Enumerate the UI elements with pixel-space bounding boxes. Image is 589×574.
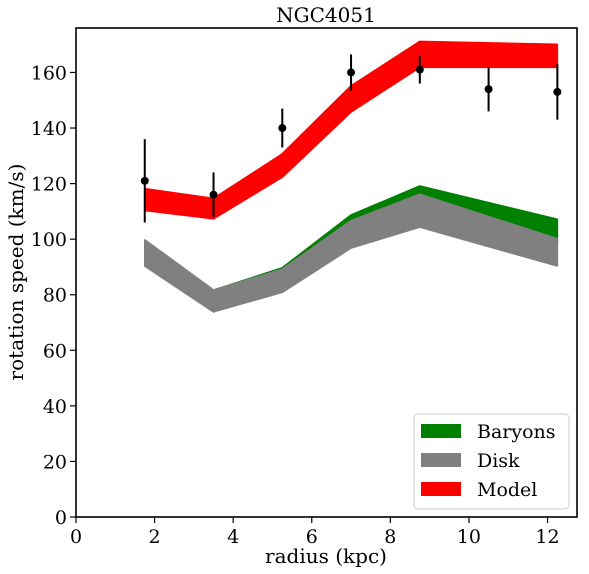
data-point	[278, 124, 287, 133]
y-tick-label: 60	[43, 340, 67, 362]
data-point	[347, 68, 356, 77]
chart-title: NGC4051	[276, 3, 376, 27]
data-point	[415, 65, 424, 74]
model-legend-swatch	[421, 482, 461, 496]
disk-legend-swatch	[421, 453, 461, 467]
data-point	[553, 87, 562, 96]
x-tick-label: 4	[227, 526, 239, 548]
y-tick-label: 140	[31, 118, 67, 140]
y-tick-label: 0	[55, 507, 67, 529]
baryons-legend-swatch	[421, 424, 461, 438]
y-axis-label: rotation speed (km/s)	[4, 164, 28, 381]
disk-upper-edge	[144, 193, 558, 292]
data-point	[209, 190, 218, 199]
disk-lower-edge	[144, 225, 558, 313]
y-tick-label: 100	[31, 229, 67, 251]
y-tick-label: 40	[43, 396, 67, 418]
baryons-legend-label: Baryons	[477, 421, 556, 443]
disk-legend-label: Disk	[477, 450, 520, 472]
x-tick-label: 6	[306, 526, 318, 548]
y-tick-label: 20	[43, 451, 67, 473]
data-point	[484, 85, 493, 94]
legend: Baryons Disk Model	[413, 413, 570, 510]
band-layer	[144, 40, 559, 313]
x-axis-ticks: 0 2 4 6 8 10 12	[70, 517, 560, 548]
y-tick-label: 120	[31, 174, 67, 196]
errorbar-layer	[140, 54, 562, 223]
data-point	[140, 176, 149, 185]
y-tick-label: 80	[43, 285, 67, 307]
x-tick-label: 10	[457, 526, 481, 548]
y-tick-label: 160	[31, 62, 67, 84]
y-axis-ticks: 0 20 40 60 80 100 120 140 160	[31, 62, 76, 529]
model-lower-edge	[144, 65, 558, 220]
x-tick-label: 12	[535, 526, 559, 548]
x-tick-label: 8	[384, 526, 396, 548]
model-upper-edge	[144, 40, 558, 201]
x-tick-label: 0	[70, 526, 82, 548]
x-tick-label: 2	[149, 526, 161, 548]
model-legend-label: Model	[477, 479, 537, 501]
plot-frame	[75, 27, 578, 518]
x-axis-label: radius (kpc)	[265, 544, 387, 568]
